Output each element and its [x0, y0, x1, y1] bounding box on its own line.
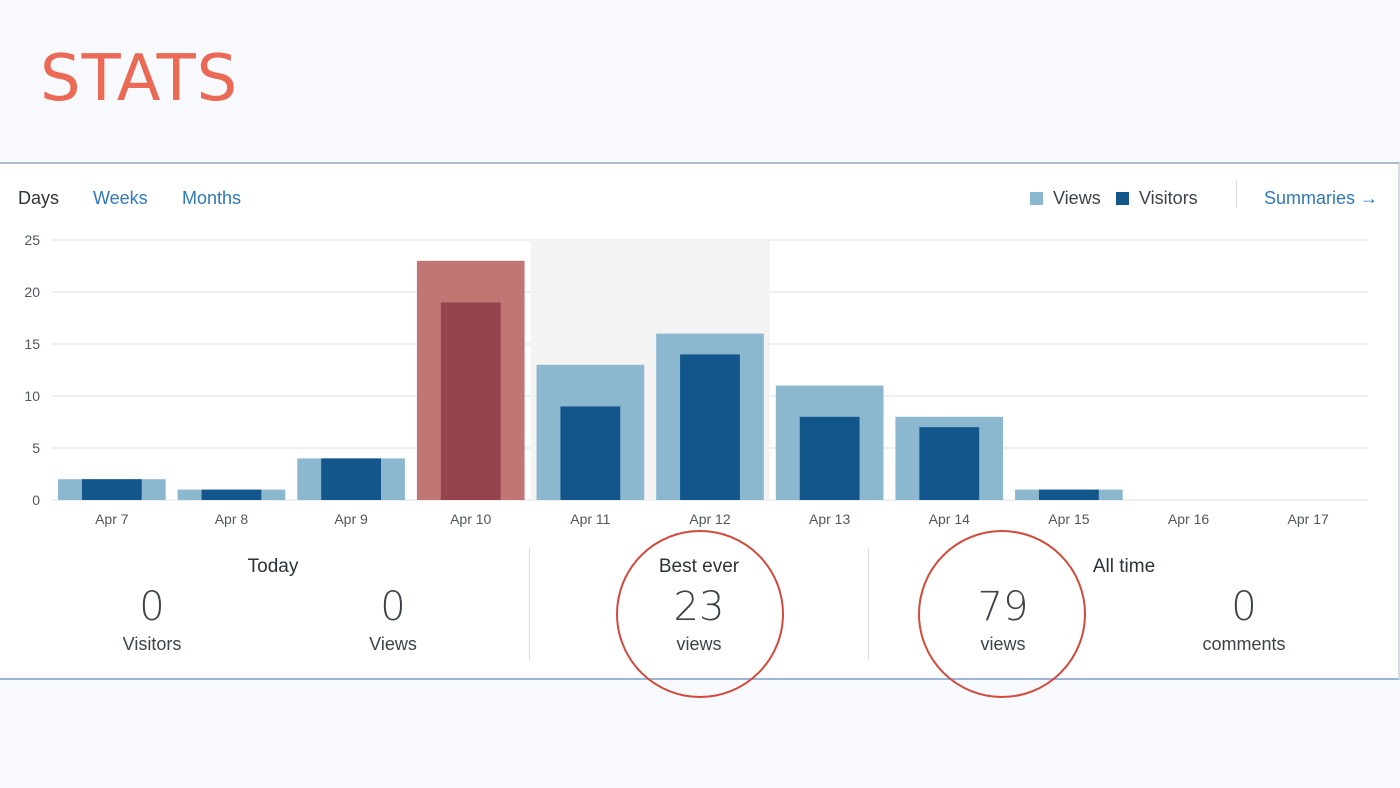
- x-tick-labels: Apr 7 Apr 8 Apr 9 Apr 10 Apr 11 Apr 12 Apr 13 A…: [95, 511, 1329, 527]
- tab-weeks[interactable]: Weeks: [93, 188, 148, 208]
- bar-visitors-apr-9[interactable]: [321, 458, 381, 500]
- x-tick-apr-8: Apr 8: [215, 511, 249, 527]
- bar-visitors-apr-14[interactable]: [919, 427, 980, 500]
- bars: [57, 260, 1123, 500]
- today-views-value: 0: [380, 584, 406, 630]
- x-tick-apr-12: Apr 12: [689, 511, 730, 527]
- today-visitors-label: Visitors: [122, 634, 182, 654]
- bar-visitors-apr-7[interactable]: [81, 479, 142, 500]
- y-tick-25: 25: [24, 232, 40, 248]
- x-tick-apr-15: Apr 15: [1048, 511, 1089, 527]
- legend-visitors-label: Visitors: [1139, 188, 1198, 208]
- bar-visitors-apr-8[interactable]: [201, 489, 262, 500]
- x-tick-apr-16: Apr 16: [1168, 511, 1209, 527]
- y-tick-10: 10: [24, 388, 40, 404]
- best-ever-heading: Best ever: [658, 556, 740, 577]
- all-time-comments-value: 0: [1231, 584, 1257, 630]
- all-time-views-label: views: [980, 634, 1026, 654]
- tab-months[interactable]: Months: [182, 188, 242, 208]
- y-tick-15: 15: [24, 336, 40, 352]
- legend-visitors[interactable]: Visitors: [1116, 188, 1198, 209]
- x-tick-apr-10: Apr 10: [450, 511, 491, 527]
- x-tick-apr-17: Apr 17: [1288, 511, 1329, 527]
- tab-days[interactable]: Days: [18, 188, 60, 208]
- summary-divider-1: [529, 548, 530, 660]
- x-tick-apr-13: Apr 13: [809, 511, 850, 527]
- bar-visitors-apr-15[interactable]: [1039, 489, 1099, 500]
- today-visitors-value: 0: [139, 584, 165, 630]
- summary-divider-2: [868, 548, 869, 660]
- bar-visitors-apr-13[interactable]: [799, 416, 860, 500]
- y-tick-0: 0: [32, 492, 40, 508]
- all-time-views-value: 79: [977, 584, 1029, 630]
- legend-views-swatch: [1030, 192, 1043, 205]
- all-time-heading: All time: [1092, 556, 1156, 577]
- all-time-comments-label: comments: [1202, 634, 1286, 654]
- best-ever-value: 23: [673, 584, 725, 630]
- x-tick-apr-9: Apr 9: [334, 511, 368, 527]
- y-tick-20: 20: [24, 284, 40, 300]
- bar-visitors-apr-11[interactable]: [560, 406, 621, 500]
- bar-visitors-apr-12[interactable]: [680, 354, 740, 500]
- stats-panel: Days Weeks Months Views Visitors Summari…: [0, 162, 1400, 680]
- x-tick-apr-7: Apr 7: [95, 511, 129, 527]
- y-tick-5: 5: [32, 440, 40, 456]
- today-heading: Today: [247, 556, 299, 577]
- summaries-link[interactable]: Summaries →: [1264, 188, 1379, 208]
- best-ever-label: views: [676, 634, 722, 654]
- legend-visitors-swatch: [1116, 192, 1129, 205]
- legend-views-label: Views: [1053, 188, 1101, 208]
- y-tick-labels: 0 5 10 15 20 25: [24, 232, 40, 508]
- bar-visitors-apr-10[interactable]: [440, 302, 501, 500]
- page-title: STATS: [40, 42, 239, 116]
- today-views-label: Views: [369, 634, 417, 654]
- legend-views[interactable]: Views: [1030, 188, 1101, 209]
- x-tick-apr-11: Apr 11: [570, 511, 610, 527]
- x-tick-apr-14: Apr 14: [929, 511, 970, 527]
- legend-divider: [1236, 180, 1237, 208]
